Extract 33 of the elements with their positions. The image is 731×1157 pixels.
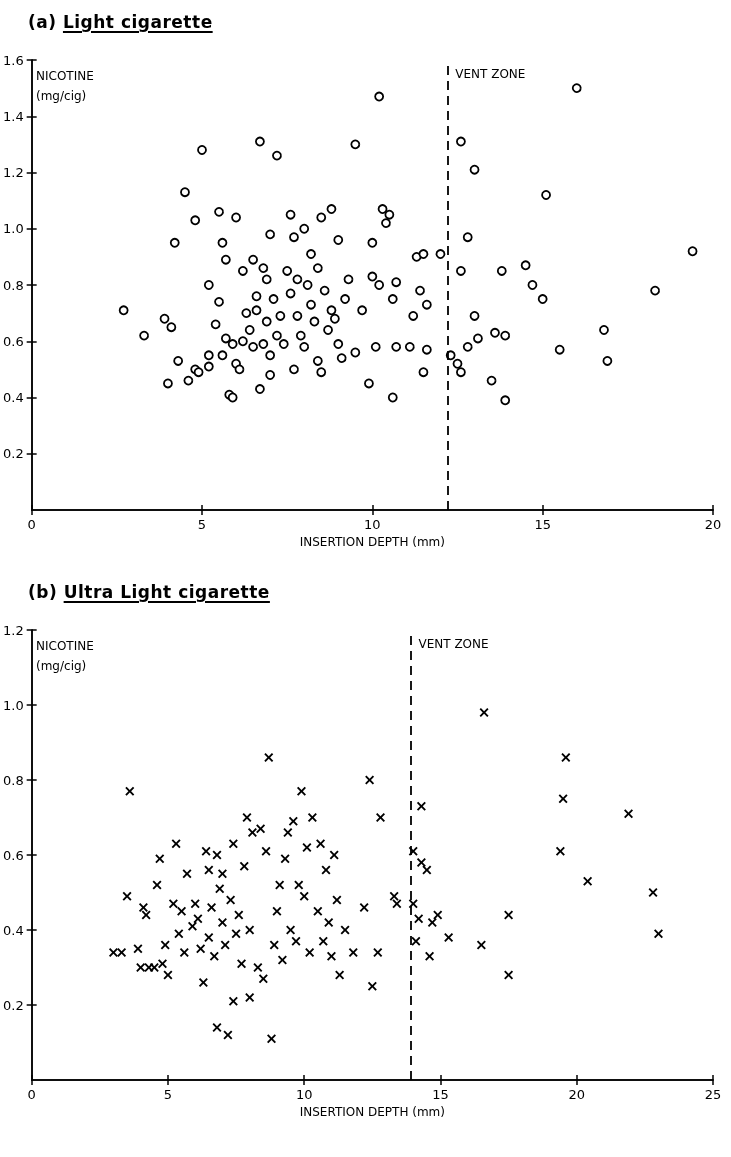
y-tick-label: 0.8 <box>2 277 24 293</box>
x-tick-label: 10 <box>295 1087 313 1102</box>
y-tick-label: 1.0 <box>2 697 24 713</box>
y-tick-label: 0.8 <box>2 772 24 788</box>
ref-line-label: VENT ZONE <box>418 637 489 651</box>
chart-title: (a) Light cigarette <box>28 12 213 32</box>
x-tick-label: 0 <box>27 1087 36 1102</box>
y-tick-label: 0.2 <box>2 997 24 1013</box>
x-axis-title: INSERTION DEPTH (mm) <box>299 534 445 549</box>
chart-title: (b) Ultra Light cigarette <box>28 582 270 602</box>
x-tick-label: 20 <box>568 1087 586 1102</box>
x-tick-label: 5 <box>197 517 207 532</box>
x-tick-label: 15 <box>432 1087 449 1102</box>
y-tick-label: 1.0 <box>2 221 24 237</box>
y-tick-label: 0.6 <box>2 847 24 863</box>
y-axis-title: NICOTINE (mg/cig) <box>36 639 94 673</box>
x-tick-label: 0 <box>27 517 36 532</box>
y-tick-label: 1.2 <box>2 165 24 180</box>
y-tick-label: 0.6 <box>2 333 24 349</box>
y-tick-label: 0.4 <box>2 390 24 405</box>
ref-line-label: VENT ZONE <box>455 67 526 81</box>
x-tick-label: 10 <box>364 517 381 532</box>
x-tick-label: 15 <box>534 517 551 532</box>
y-tick-label: 1.6 <box>2 52 24 68</box>
y-axis-title: NICOTINE (mg/cig) <box>36 69 94 103</box>
x-tick-label: 5 <box>163 1087 173 1102</box>
y-tick-label: 0.2 <box>2 446 24 462</box>
y-tick-label: 0.4 <box>2 922 24 938</box>
x-tick-label: 25 <box>704 1087 722 1102</box>
x-axis-title: INSERTION DEPTH (mm) <box>299 1104 445 1119</box>
y-tick-label: 1.2 <box>2 622 24 638</box>
y-tick-label: 1.4 <box>2 108 24 124</box>
x-tick-label: 20 <box>704 517 722 532</box>
